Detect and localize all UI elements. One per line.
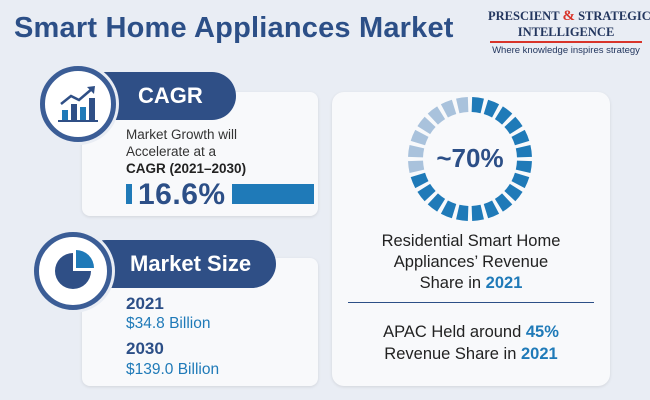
ring-segment: [440, 99, 457, 118]
ring-segment: [440, 200, 457, 219]
ring-segment: [456, 204, 469, 221]
cagr-bar-left: [126, 184, 132, 204]
market-size-label: Market Size: [130, 251, 252, 276]
pie-chart-icon: [55, 250, 94, 289]
company-logo: PRESCIENT & STRATEGIC INTELLIGENCE Where…: [488, 8, 650, 56]
ring-segment: [417, 116, 436, 135]
growth-chart-icon: [58, 86, 98, 122]
ring-segment: [471, 97, 484, 114]
residential-share-ring: [408, 97, 532, 221]
ring-segment: [410, 172, 429, 189]
cagr-icon-circle: [40, 66, 116, 142]
ring-segment: [456, 97, 469, 114]
ring-segment: [417, 183, 436, 202]
logo-tagline: Where knowledge inspires strategy: [492, 45, 640, 56]
ring-segment: [408, 160, 425, 173]
apac-share-text: APAC Held around 45% Revenue Share in 20…: [383, 323, 559, 363]
logo-line-1: PRESCIENT & STRATEGIC: [488, 8, 650, 24]
market-size-year-2021: 2021: [126, 294, 164, 313]
ring-segment: [483, 200, 500, 219]
market-size-value-2021: $34.8 Billion: [126, 315, 211, 332]
ring-segment: [408, 145, 425, 158]
ring-segment: [494, 193, 513, 212]
cagr-description: Market Growth will Accelerate at a CAGR …: [126, 127, 247, 176]
logo-divider: [490, 41, 642, 43]
ring-segment: [515, 160, 532, 173]
cagr-label: CAGR: [138, 83, 203, 108]
ring-segment: [494, 106, 513, 125]
residential-share-text: Residential Smart Home Appliances’ Reven…: [381, 232, 561, 292]
market-size-pill: Market Size: [82, 240, 276, 288]
residential-share-value: ~70%: [436, 143, 504, 173]
page-title: Smart Home Appliances Market: [14, 12, 454, 44]
ring-segment: [427, 106, 446, 125]
ring-segment: [427, 193, 446, 212]
logo-line-2: INTELLIGENCE: [517, 25, 615, 39]
ring-segment: [410, 129, 429, 146]
revenue-share-card: [332, 92, 610, 386]
cagr-value: 16.6%: [138, 178, 226, 211]
card-divider: [348, 302, 594, 303]
market-size-value-2030: $139.0 Billion: [126, 361, 220, 378]
ring-segment: [504, 183, 523, 202]
market-size-year-2030: 2030: [126, 339, 164, 358]
ring-segment: [515, 145, 532, 158]
ring-segment: [511, 172, 530, 189]
cagr-bar-right: [232, 184, 314, 204]
ring-segment: [483, 99, 500, 118]
ring-segment: [504, 116, 523, 135]
ring-segment: [511, 129, 530, 146]
ring-segment: [471, 204, 484, 221]
market-size-icon-circle: [34, 232, 112, 310]
